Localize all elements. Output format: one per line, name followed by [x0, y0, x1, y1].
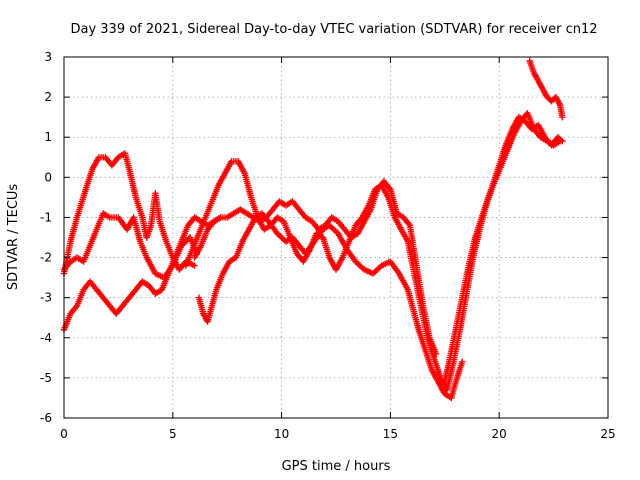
series-2 — [60, 210, 200, 281]
data-point — [559, 113, 566, 121]
chart-title: Day 339 of 2021, Sidereal Day-to-day VTE… — [70, 22, 597, 37]
x-tick-label: 20 — [492, 427, 507, 441]
y-axis-label: SDTVAR / TECUs — [6, 184, 21, 291]
x-tick-label: 0 — [60, 427, 68, 441]
axis-ticks — [63, 56, 609, 419]
data-point — [556, 138, 564, 145]
series-7 — [526, 57, 566, 121]
y-tick-label: -4 — [40, 331, 52, 345]
y-tick-label: 1 — [44, 130, 52, 144]
x-tick-label: 25 — [600, 427, 615, 441]
x-tick-label: 10 — [274, 427, 289, 441]
y-tick-label: 2 — [44, 90, 52, 104]
x-axis-label: GPS time / hours — [282, 459, 391, 474]
x-tick-labels: 0 5 10 15 20 25 — [60, 427, 615, 441]
data-point — [432, 350, 440, 358]
y-tick-label: -6 — [40, 411, 52, 425]
y-tick-label: -2 — [40, 251, 52, 265]
y-tick-label: -5 — [40, 371, 52, 385]
data-point — [191, 262, 198, 269]
series-8 — [191, 178, 440, 358]
data-points — [60, 57, 566, 402]
x-tick-label: 5 — [169, 427, 177, 441]
y-tick-label: 0 — [44, 170, 52, 184]
y-tick-labels: -6 -5 -4 -3 -2 -1 0 1 2 3 — [40, 50, 52, 425]
data-point — [459, 358, 466, 366]
plot-frame — [63, 56, 609, 419]
x-tick-label: 15 — [383, 427, 398, 441]
series-6 — [439, 109, 564, 394]
y-tick-label: -1 — [40, 210, 52, 224]
y-tick-label: -3 — [40, 291, 52, 305]
y-tick-label: 3 — [44, 50, 52, 64]
